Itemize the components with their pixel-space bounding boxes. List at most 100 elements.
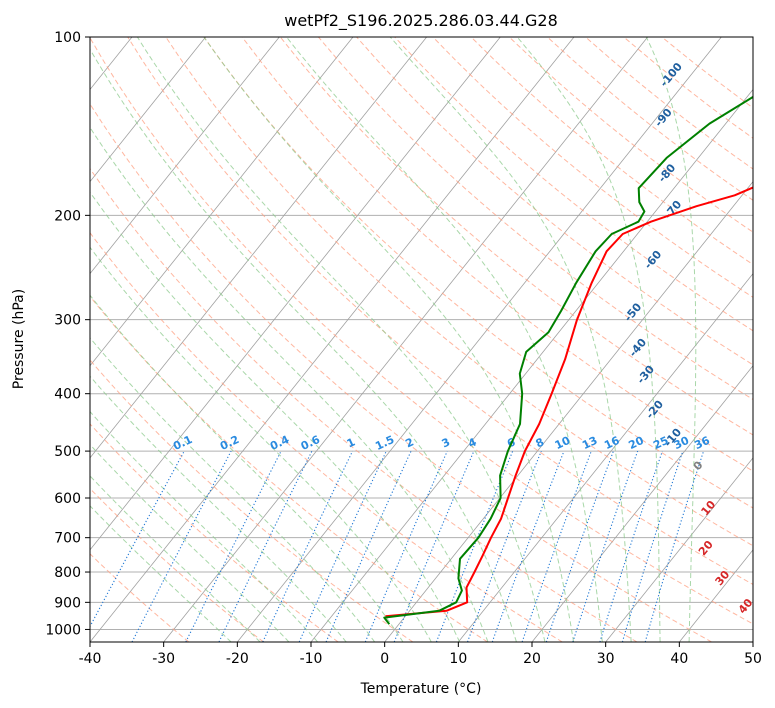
- moist-adiabat-line: [90, 410, 319, 642]
- isotherm-line: [90, 37, 575, 642]
- mixing-ratio-line: [572, 450, 639, 642]
- x-tick-label: -40: [79, 651, 102, 667]
- isotherm-line: [0, 37, 58, 642]
- mixing-ratio-line: [466, 450, 542, 642]
- mixing-ratio-line: [545, 450, 614, 642]
- dewpoint-profile-line: [383, 95, 753, 625]
- mixing-ratio-line: [621, 450, 684, 642]
- mixing-ratio-line: [364, 450, 448, 642]
- x-tick-label: 0: [380, 651, 389, 667]
- x-tick-label: 10: [449, 651, 467, 667]
- dry-adiabat-label: -100: [657, 60, 685, 90]
- moist-adiabat-line: [136, 37, 546, 642]
- x-tick-label: -10: [300, 651, 323, 667]
- isotherm-line: [458, 273, 753, 642]
- mixing-ratio-label: 1: [345, 435, 357, 450]
- dry-adiabat-label: 0: [691, 458, 706, 472]
- dry-adiabat-line: [90, 295, 488, 642]
- y-tick-label: 400: [54, 387, 81, 403]
- dry-adiabat-label: 20: [696, 538, 716, 558]
- x-tick-label: 20: [523, 651, 541, 667]
- moist-adiabat-line: [90, 294, 404, 642]
- isotherm-line: [679, 549, 753, 642]
- y-tick-label: 500: [54, 444, 81, 460]
- mixing-ratio-line: [298, 450, 387, 642]
- dry-adiabat-label: -90: [652, 106, 675, 130]
- adiabat-labels: 0.1 0.2 0.4 0.6 1 1.5 2 3 4 6 8 10 13 16 20 25 30 36-100-…: [171, 60, 753, 616]
- moist-adiabat-line: [286, 37, 603, 642]
- y-tick-label: 1000: [45, 622, 81, 638]
- moist-adiabat-line: [516, 37, 661, 642]
- dry-adiabat-label: -50: [622, 300, 645, 324]
- y-tick-label: 800: [54, 565, 81, 581]
- mixing-ratio-line: [435, 450, 514, 642]
- y-tick-label: 300: [54, 313, 81, 329]
- y-tick-label: 600: [54, 491, 81, 507]
- x-tick-label: 50: [744, 651, 762, 667]
- y-tick-label: 700: [54, 531, 81, 547]
- dry-adiabat-line: [90, 553, 190, 642]
- moist-adiabat-line: [90, 191, 461, 642]
- isotherm-line: [90, 37, 501, 551]
- dry-adiabat-line: [90, 487, 264, 642]
- temperature-profile-line: [385, 186, 753, 618]
- mixing-ratio-label: 30: [672, 434, 692, 452]
- dry-adiabat-line: [470, 37, 753, 266]
- mixing-ratio-label: 25: [651, 434, 670, 452]
- y-tick-label: 900: [54, 595, 81, 611]
- isotherm-line: [310, 88, 753, 642]
- moist-adiabat-line: [90, 48, 517, 642]
- moist-adiabat-line: [90, 443, 290, 642]
- mixing-ratio-label: 3: [440, 435, 452, 450]
- dry-adiabat-line: [585, 37, 753, 170]
- isotherm-line: [90, 37, 427, 459]
- mixing-ratio-line: [262, 450, 353, 642]
- axes: -40 -30 -20 -10 0 10 20 30 40 5010020030040050060…: [45, 30, 762, 667]
- isotherm-line: [237, 37, 722, 642]
- y-tick-label: 100: [54, 30, 81, 46]
- x-tick-label: -30: [152, 651, 175, 667]
- isotherm-line: [384, 180, 753, 642]
- sounding-series: [383, 95, 753, 625]
- dry-adiabat-label: -30: [634, 363, 657, 387]
- dry-adiabat-label: 30: [713, 568, 733, 588]
- isotherm-line: [90, 37, 280, 275]
- mixing-ratio-line: [491, 450, 565, 642]
- x-axis-label: Temperature (°C): [360, 681, 482, 697]
- isotherm-line: [163, 37, 648, 642]
- y-tick-label: 200: [54, 208, 81, 224]
- mixing-ratio-line: [599, 450, 663, 642]
- moist-adiabat-line: [389, 37, 632, 642]
- mixing-ratio-label: 0.2: [218, 433, 241, 453]
- mixing-ratio-line: [644, 450, 705, 642]
- isotherm-line: [752, 641, 753, 642]
- mixing-ratio-line: [218, 450, 313, 642]
- mixing-ratio-label: 13: [580, 434, 599, 452]
- y-axis-label: Pressure (hPa): [11, 289, 27, 389]
- moist-adiabat-line: [645, 37, 697, 642]
- dry-adiabat-line: [241, 37, 753, 472]
- moist-adiabat-line: [90, 126, 489, 642]
- dry-adiabat-line: [356, 37, 753, 366]
- isotherm-line: [90, 37, 354, 367]
- isotherm-line: [531, 365, 753, 642]
- x-tick-label: 40: [670, 651, 688, 667]
- dry-adiabat-line: [90, 37, 753, 625]
- plot-frame: [89, 36, 754, 643]
- dry-adiabat-label: -70: [662, 198, 685, 222]
- mixing-ratio-label: 4: [466, 435, 479, 450]
- dry-adiabat-line: [90, 231, 563, 642]
- dry-adiabat-line: [90, 423, 339, 642]
- mixing-ratio-line: [521, 450, 592, 642]
- isotherm-line: [90, 37, 206, 183]
- mixing-ratio-label: 0.6: [299, 433, 322, 453]
- moist-adiabat-line: [90, 375, 347, 642]
- dry-adiabat-line: [394, 37, 753, 332]
- moist-adiabat-line: [90, 246, 432, 642]
- dry-adiabat-line: [661, 37, 753, 109]
- x-tick-label: -20: [226, 651, 249, 667]
- mixing-ratio-label: 36: [692, 434, 712, 452]
- mixing-ratio-label: 1.5: [373, 433, 396, 453]
- mixing-ratio-label: 10: [553, 434, 573, 452]
